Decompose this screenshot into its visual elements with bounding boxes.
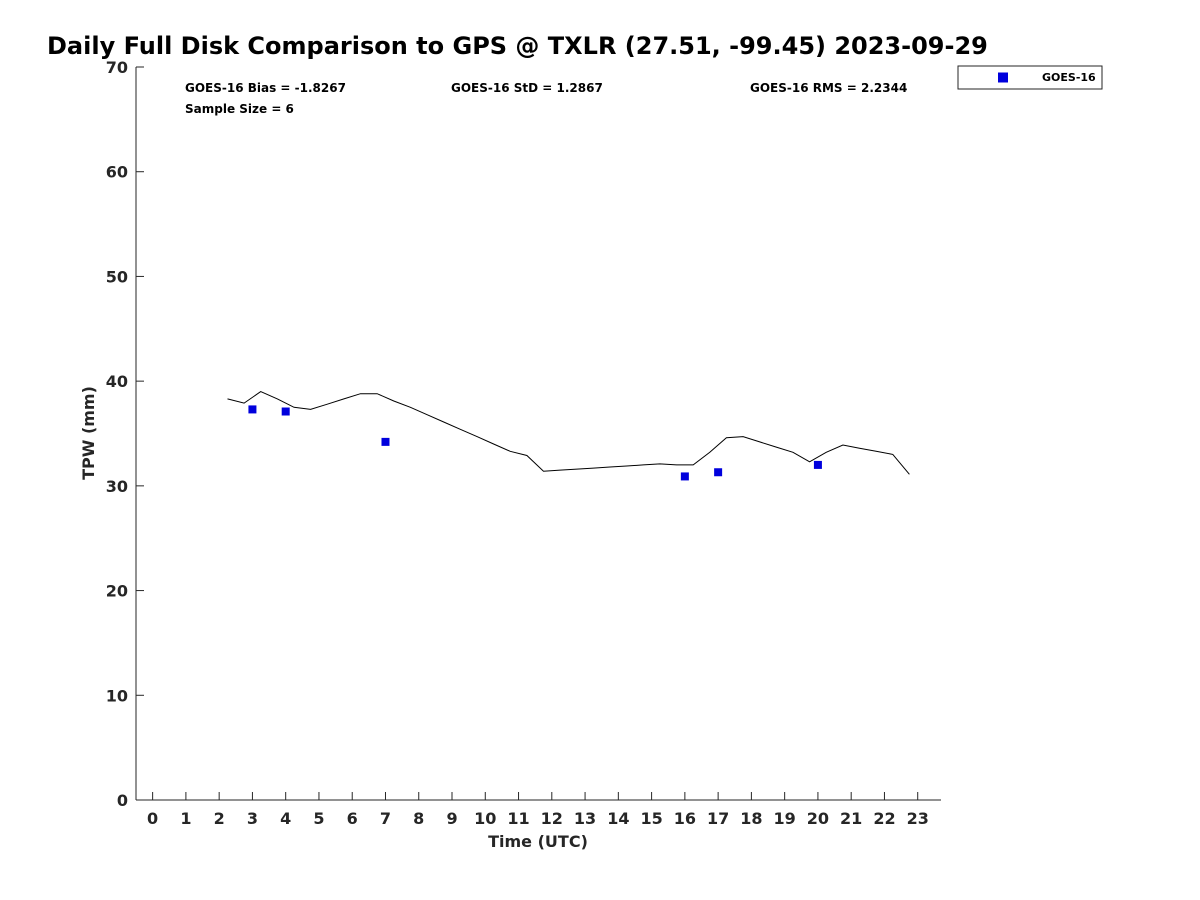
legend-label: GOES-16 bbox=[1042, 71, 1096, 84]
x-tick-label: 23 bbox=[907, 809, 929, 828]
x-tick-label: 1 bbox=[180, 809, 191, 828]
y-tick-label: 0 bbox=[117, 791, 128, 810]
x-tick-label: 15 bbox=[640, 809, 662, 828]
y-tick-label: 10 bbox=[106, 686, 128, 705]
x-tick-label: 12 bbox=[541, 809, 563, 828]
rms-annotation: GOES-16 RMS = 2.2344 bbox=[750, 81, 907, 95]
y-tick-label: 30 bbox=[106, 477, 128, 496]
x-tick-label: 6 bbox=[347, 809, 358, 828]
y-tick-label: 50 bbox=[106, 267, 128, 286]
legend: GOES-16 bbox=[957, 65, 1103, 90]
y-tick-label: 40 bbox=[106, 372, 128, 391]
goes16-point bbox=[680, 472, 689, 481]
goes16-point bbox=[248, 405, 257, 414]
goes16-point bbox=[714, 468, 723, 477]
chart-title: Daily Full Disk Comparison to GPS @ TXLR… bbox=[47, 32, 988, 60]
y-tick-label: 70 bbox=[106, 58, 128, 77]
x-tick-label: 2 bbox=[214, 809, 225, 828]
std-annotation: GOES-16 StD = 1.2867 bbox=[451, 81, 603, 95]
goes16-point bbox=[381, 437, 390, 446]
x-tick-label: 5 bbox=[313, 809, 324, 828]
gps-tpw-line bbox=[227, 391, 910, 475]
stats-annotations: GOES-16 Bias = -1.8267 GOES-16 StD = 1.2… bbox=[185, 81, 907, 116]
x-tick-label: 17 bbox=[707, 809, 729, 828]
plot-area bbox=[227, 391, 910, 481]
x-tick-label: 13 bbox=[574, 809, 596, 828]
x-tick-label: 18 bbox=[740, 809, 762, 828]
x-tick-label: 3 bbox=[247, 809, 258, 828]
x-tick-label: 8 bbox=[413, 809, 424, 828]
sample-size-annotation: Sample Size = 6 bbox=[185, 102, 294, 116]
axes bbox=[135, 67, 941, 801]
y-tick-label: 20 bbox=[106, 582, 128, 601]
y-axis-label: TPW (mm) bbox=[79, 386, 98, 480]
x-tick-label: 0 bbox=[147, 809, 158, 828]
bias-annotation: GOES-16 Bias = -1.8267 bbox=[185, 81, 346, 95]
y-ticks: 0 10 20 30 40 50 60 70 bbox=[106, 58, 144, 810]
goes16-point bbox=[813, 460, 822, 469]
x-tick-label: 9 bbox=[446, 809, 457, 828]
x-tick-label: 14 bbox=[607, 809, 629, 828]
x-tick-label: 20 bbox=[807, 809, 829, 828]
x-axis-label: Time (UTC) bbox=[488, 832, 588, 851]
goes16-point bbox=[281, 407, 290, 416]
x-tick-label: 21 bbox=[840, 809, 862, 828]
x-tick-label: 7 bbox=[380, 809, 391, 828]
x-ticks: 0 1 2 3 4 5 6 7 8 9 10 11 12 13 14 15 16 17 18 19 20 21 22 23 bbox=[147, 792, 929, 828]
x-tick-label: 4 bbox=[280, 809, 291, 828]
legend-box bbox=[957, 65, 1103, 90]
x-tick-label: 22 bbox=[873, 809, 895, 828]
x-tick-label: 16 bbox=[674, 809, 696, 828]
legend-marker bbox=[998, 72, 1008, 83]
y-tick-label: 60 bbox=[106, 163, 128, 182]
x-tick-label: 19 bbox=[774, 809, 796, 828]
x-tick-label: 11 bbox=[507, 809, 529, 828]
x-tick-label: 10 bbox=[474, 809, 496, 828]
